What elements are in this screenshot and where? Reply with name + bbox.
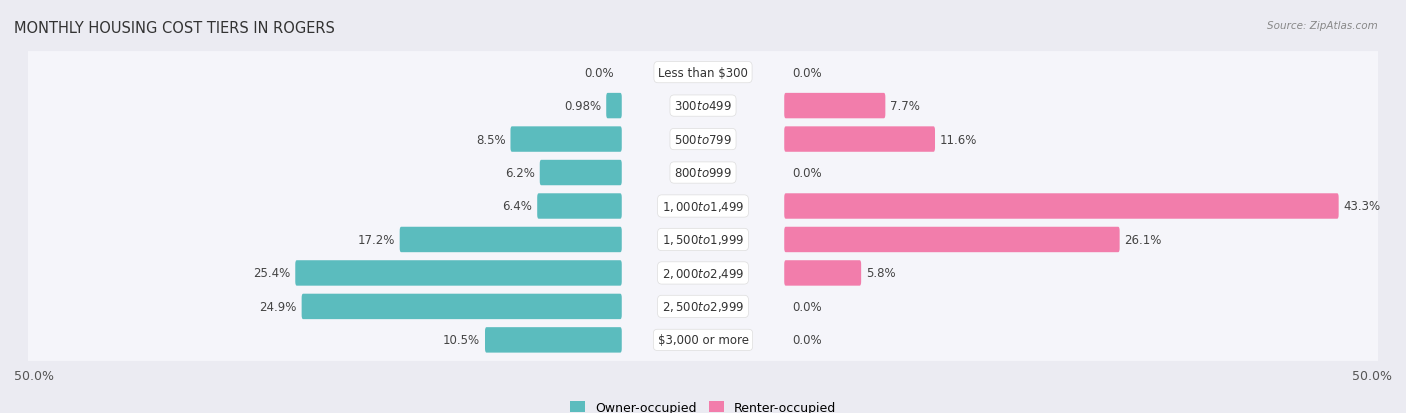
Text: 6.2%: 6.2% <box>505 166 534 180</box>
Text: 0.0%: 0.0% <box>792 334 821 347</box>
FancyBboxPatch shape <box>537 194 621 219</box>
Text: 17.2%: 17.2% <box>357 233 395 247</box>
Text: 5.8%: 5.8% <box>866 267 896 280</box>
FancyBboxPatch shape <box>399 227 621 253</box>
FancyBboxPatch shape <box>302 294 621 319</box>
FancyBboxPatch shape <box>27 319 1379 361</box>
Text: $500 to $799: $500 to $799 <box>673 133 733 146</box>
Text: MONTHLY HOUSING COST TIERS IN ROGERS: MONTHLY HOUSING COST TIERS IN ROGERS <box>14 21 335 36</box>
FancyBboxPatch shape <box>606 94 621 119</box>
FancyBboxPatch shape <box>510 127 621 152</box>
Text: 24.9%: 24.9% <box>260 300 297 313</box>
FancyBboxPatch shape <box>785 227 1119 253</box>
Text: Less than $300: Less than $300 <box>658 66 748 79</box>
FancyBboxPatch shape <box>27 185 1379 228</box>
Text: 8.5%: 8.5% <box>477 133 506 146</box>
FancyBboxPatch shape <box>27 85 1379 127</box>
Legend: Owner-occupied, Renter-occupied: Owner-occupied, Renter-occupied <box>569 401 837 413</box>
FancyBboxPatch shape <box>27 119 1379 161</box>
Text: 0.98%: 0.98% <box>564 100 602 113</box>
Text: 11.6%: 11.6% <box>939 133 977 146</box>
Text: 10.5%: 10.5% <box>443 334 481 347</box>
FancyBboxPatch shape <box>785 94 886 119</box>
FancyBboxPatch shape <box>27 219 1379 261</box>
Text: 0.0%: 0.0% <box>792 166 821 180</box>
Text: $1,000 to $1,499: $1,000 to $1,499 <box>662 199 744 214</box>
FancyBboxPatch shape <box>785 194 1339 219</box>
FancyBboxPatch shape <box>27 286 1379 328</box>
Text: $3,000 or more: $3,000 or more <box>658 334 748 347</box>
Text: 0.0%: 0.0% <box>792 66 821 79</box>
Text: 0.0%: 0.0% <box>792 300 821 313</box>
FancyBboxPatch shape <box>295 261 621 286</box>
FancyBboxPatch shape <box>540 160 621 186</box>
Text: $1,500 to $1,999: $1,500 to $1,999 <box>662 233 744 247</box>
Text: 25.4%: 25.4% <box>253 267 291 280</box>
FancyBboxPatch shape <box>27 52 1379 94</box>
Text: 0.0%: 0.0% <box>585 66 614 79</box>
Text: 26.1%: 26.1% <box>1125 233 1161 247</box>
Text: 7.7%: 7.7% <box>890 100 920 113</box>
FancyBboxPatch shape <box>785 127 935 152</box>
FancyBboxPatch shape <box>485 328 621 353</box>
FancyBboxPatch shape <box>27 252 1379 294</box>
Text: $800 to $999: $800 to $999 <box>673 166 733 180</box>
FancyBboxPatch shape <box>785 261 860 286</box>
Text: $300 to $499: $300 to $499 <box>673 100 733 113</box>
Text: 6.4%: 6.4% <box>502 200 533 213</box>
FancyBboxPatch shape <box>27 152 1379 194</box>
Text: Source: ZipAtlas.com: Source: ZipAtlas.com <box>1267 21 1378 31</box>
Text: 43.3%: 43.3% <box>1344 200 1381 213</box>
Text: $2,500 to $2,999: $2,500 to $2,999 <box>662 300 744 313</box>
Text: $2,000 to $2,499: $2,000 to $2,499 <box>662 266 744 280</box>
